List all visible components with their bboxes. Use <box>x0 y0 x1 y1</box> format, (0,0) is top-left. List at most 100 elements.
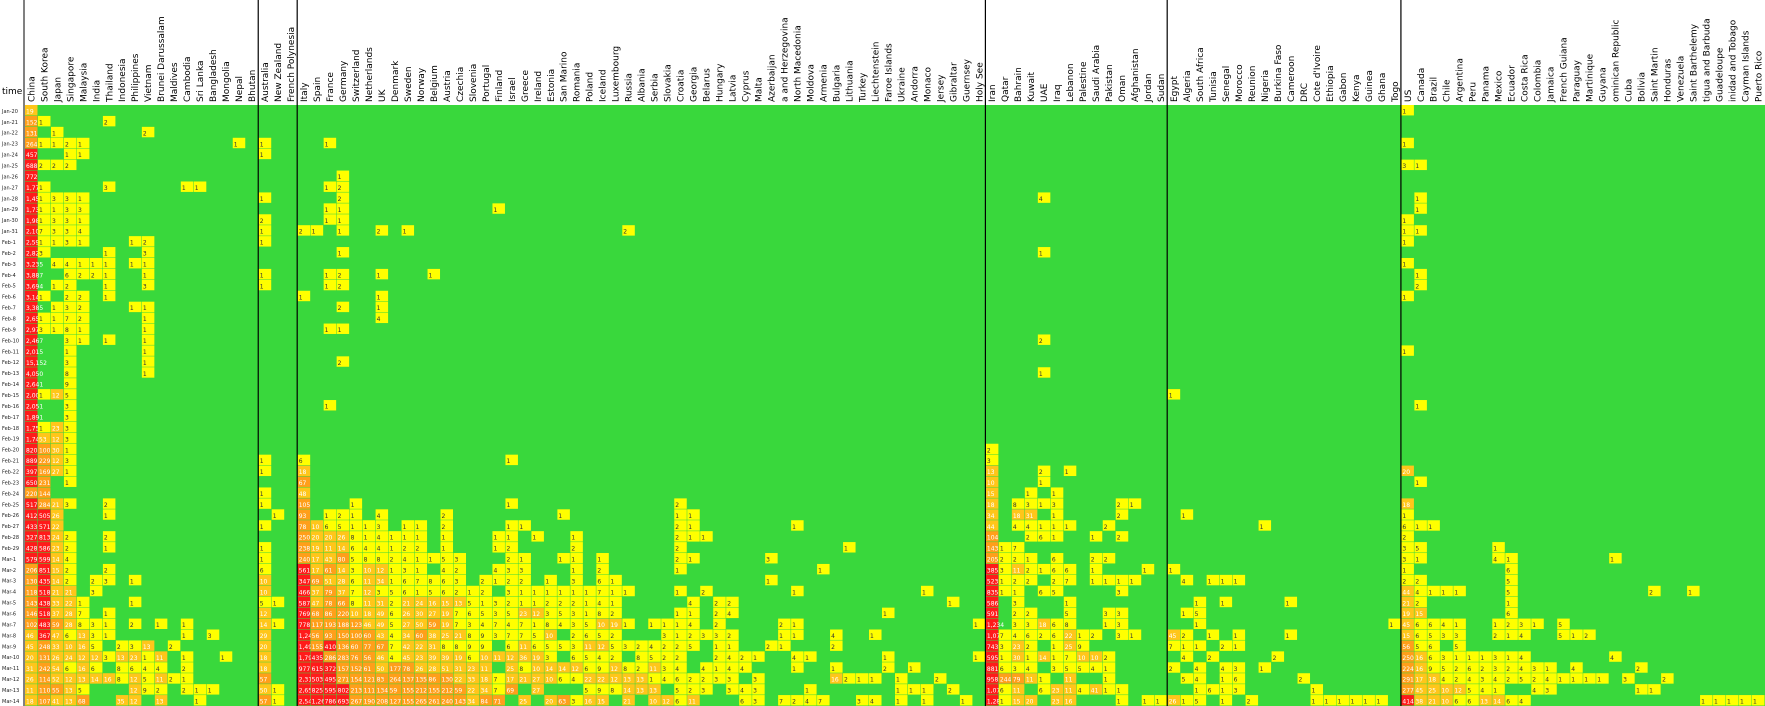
heatmap-cell <box>440 520 454 531</box>
heatmap-cell <box>466 618 479 630</box>
heatmap-cell-value: 45 <box>403 655 411 662</box>
heatmap-cell-value: 881 <box>987 666 999 673</box>
heatmap-cell <box>102 334 116 345</box>
heatmap-cell <box>63 356 77 367</box>
heatmap-cell-value: 2 <box>636 666 640 673</box>
heatmap-cell-value: 100 <box>351 633 363 640</box>
column-header: Israel <box>508 77 518 102</box>
heatmap-cell <box>375 596 389 608</box>
heatmap-cell <box>50 542 64 553</box>
heatmap-cell <box>1128 498 1142 509</box>
heatmap-cell-value: 1 <box>1428 524 1432 531</box>
heatmap-cell <box>375 290 389 302</box>
heatmap-cell <box>1505 607 1518 619</box>
heatmap-cell <box>310 673 324 684</box>
heatmap-cell <box>661 673 674 684</box>
heatmap-cell <box>492 684 505 695</box>
heatmap-cell <box>50 640 64 651</box>
heatmap-cell-value: 1 <box>39 141 43 148</box>
heatmap-cell-value: 13 <box>78 677 86 684</box>
heatmap-cell <box>726 662 739 673</box>
heatmap-cell-value: 28 <box>429 666 437 673</box>
heatmap-cell <box>492 542 505 553</box>
heatmap-cell-value: 6 <box>1415 622 1419 629</box>
row-label: Feb-6 <box>2 295 16 301</box>
column-header: Philippines <box>131 53 141 102</box>
heatmap-cell-value: 8 <box>377 557 381 564</box>
heatmap-cell-value: 13 <box>117 655 125 662</box>
heatmap-cell-value: 45 <box>1415 688 1423 695</box>
heatmap-cell <box>1115 531 1129 542</box>
heatmap-cell <box>63 563 77 575</box>
heatmap-cell <box>531 662 544 673</box>
heatmap-cell-value: 27 <box>429 611 437 618</box>
column-header: Thailand <box>105 63 115 103</box>
heatmap-cell <box>193 684 207 695</box>
heatmap-cell <box>1024 673 1038 684</box>
heatmap-cell-value: 44 <box>1402 589 1410 596</box>
heatmap-cell-value: 11 <box>480 666 488 673</box>
heatmap-cell-value: 25 <box>1428 688 1436 695</box>
heatmap-cell <box>297 465 311 477</box>
heatmap-cell <box>998 662 1012 673</box>
heatmap-cell <box>50 684 64 695</box>
heatmap-cell <box>102 629 116 640</box>
heatmap-cell-value: 4 <box>792 655 796 662</box>
heatmap-cell <box>609 585 622 597</box>
heatmap-cell-value: 1 <box>338 174 342 181</box>
heatmap-cell-value: 2 <box>1506 622 1510 629</box>
heatmap-cell-value: 1 <box>78 600 82 607</box>
column-header: Senegal <box>1222 66 1232 102</box>
heatmap-cell <box>882 607 895 619</box>
heatmap-cell-value: 22 <box>1065 633 1073 640</box>
heatmap-cell <box>25 236 38 247</box>
column-header: Saudi Arabia <box>1092 45 1102 102</box>
heatmap-cell-value: 1 <box>1260 666 1264 673</box>
heatmap-cell-value: 1 <box>1402 218 1406 225</box>
heatmap-cell-value: 131 <box>39 655 51 662</box>
heatmap-cell <box>297 553 311 564</box>
heatmap-cell <box>63 137 77 149</box>
heatmap-cell-value: 1 <box>156 622 160 629</box>
heatmap-cell-value: 8 <box>1013 502 1017 509</box>
heatmap-cell <box>1401 214 1414 225</box>
heatmap-cell-value: 2 <box>948 688 952 695</box>
heatmap-cell-value: 12 <box>52 436 60 443</box>
heatmap-cell-value: 14 <box>623 688 631 695</box>
heatmap-cell <box>1453 651 1466 662</box>
heatmap-cell-value: 1 <box>1480 655 1484 662</box>
row-label: Feb-29 <box>2 546 19 552</box>
row-label: Jan-29 <box>1 207 18 213</box>
heatmap-cell <box>414 553 428 564</box>
heatmap-cell <box>401 563 415 575</box>
heatmap-cell-value: 1 <box>39 119 43 126</box>
heatmap-cell <box>596 563 609 575</box>
heatmap-cell-value: 19 <box>1402 611 1410 618</box>
heatmap-cell-value: 3 <box>65 502 69 509</box>
heatmap-cell-value: 27 <box>52 469 60 476</box>
heatmap-cell <box>297 596 311 608</box>
heatmap-cell-value: 1 <box>442 546 446 553</box>
heatmap-cell <box>505 531 518 542</box>
row-label: Feb-10 <box>2 338 19 344</box>
heatmap-cell-value: 2 <box>1013 557 1017 564</box>
heatmap-cell-value: 1 <box>377 305 381 312</box>
heatmap-cell-value: 5 <box>584 622 588 629</box>
row-label: Feb-28 <box>2 535 19 541</box>
row-label: Mar-12 <box>2 677 19 683</box>
heatmap-cell-value: 2 <box>597 567 601 574</box>
heatmap-cell-value: 250 <box>299 535 311 542</box>
heatmap-cell <box>505 651 518 662</box>
heatmap-cell <box>1479 662 1492 673</box>
heatmap-cell-value: 23 <box>1052 688 1060 695</box>
heatmap-cell <box>388 553 402 564</box>
heatmap-cell <box>518 618 531 630</box>
heatmap-cell <box>37 629 51 640</box>
heatmap-cell-value: 4 <box>805 699 809 706</box>
heatmap-cell <box>1414 585 1427 597</box>
heatmap-cell-value: 1 <box>1104 622 1108 629</box>
heatmap-cell <box>63 214 77 225</box>
heatmap-cell-value: 1 <box>1130 502 1134 509</box>
heatmap-cell <box>739 662 752 673</box>
heatmap-cell <box>154 662 168 673</box>
